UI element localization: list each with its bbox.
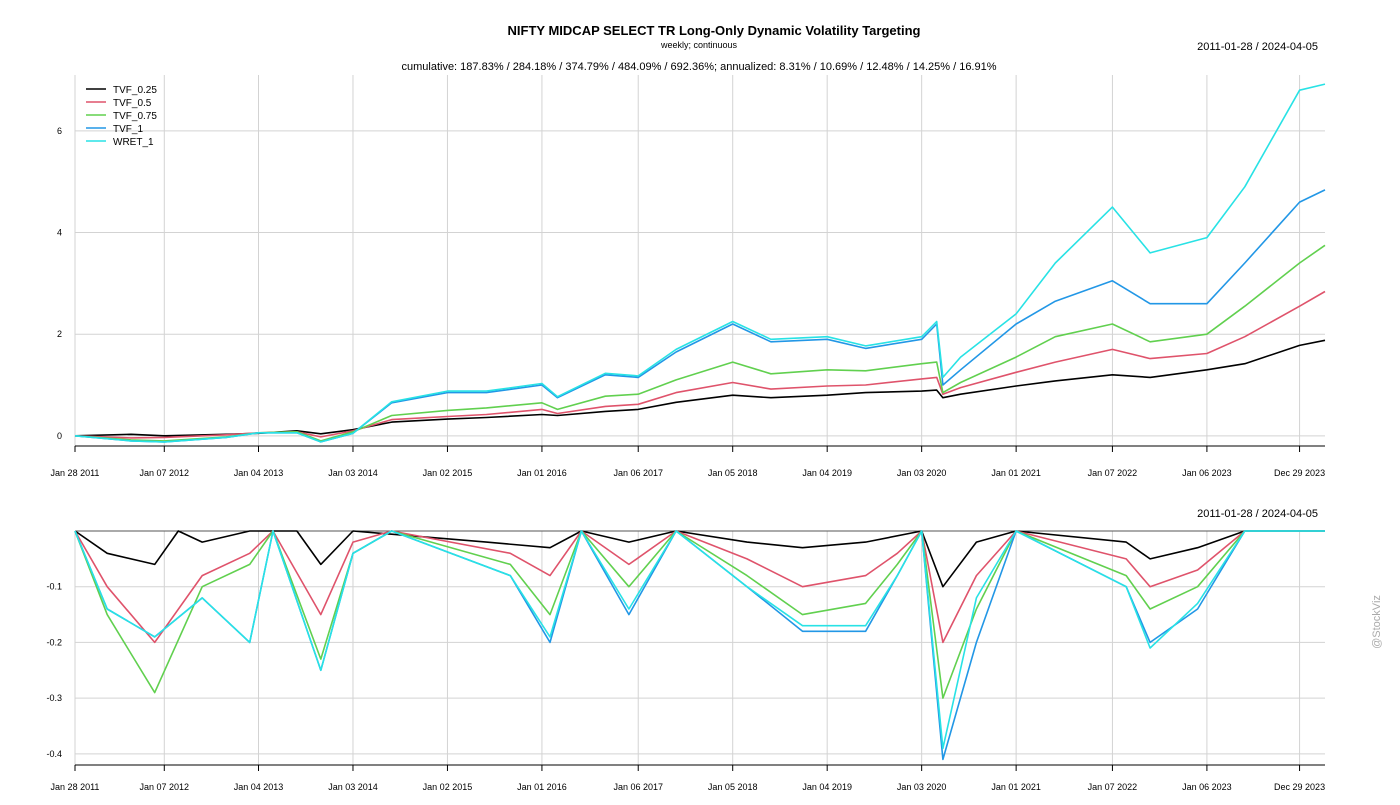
x-tick-label: Jan 06 2023: [1182, 782, 1232, 792]
series-line-WRET_1: [74, 83, 1326, 443]
stats-line: cumulative: 187.83% / 284.18% / 374.79% …: [401, 61, 996, 73]
x-tick-label: Jan 01 2016: [517, 468, 567, 478]
x-tick-label: Jan 04 2019: [802, 468, 852, 478]
x-tick-label: Jan 01 2016: [517, 782, 567, 792]
y-tick-label: -0.2: [46, 637, 62, 647]
legend-label: TVF_1: [113, 124, 143, 135]
x-tick-label: Jan 04 2013: [234, 782, 284, 792]
x-tick-label: Dec 29 2023: [1274, 782, 1325, 792]
panel-cumulative: Jan 28 2011 Jan 07 2012 Jan 04 2013 Jan 03 …: [51, 75, 1326, 478]
series-line-TVF_0.25: [74, 339, 1326, 437]
x-tick-label: Jan 06 2023: [1182, 468, 1232, 478]
x-tick-label: Jan 02 2015: [423, 468, 473, 478]
x-tick-label: Jan 02 2015: [423, 782, 473, 792]
y-tick-label: 4: [57, 228, 62, 238]
x-tick-label: Jan 07 2012: [140, 782, 190, 792]
x-tick-label: Jan 05 2018: [708, 468, 758, 478]
legend-label: TVF_0.75: [113, 111, 157, 122]
x-tick-label: Jan 04 2013: [234, 468, 284, 478]
x-tick-label: Jan 04 2019: [802, 782, 852, 792]
x-tick-label: Jan 28 2011: [51, 782, 100, 792]
series-line-WRET_1: [74, 530, 1325, 750]
x-tick-label: Jan 03 2014: [328, 782, 378, 792]
y-tick-label: 2: [57, 329, 62, 339]
series-line-TVF_0.5: [74, 290, 1326, 439]
y-tick-label: -0.3: [46, 693, 62, 703]
x-tick-label: Jan 01 2021: [991, 468, 1041, 478]
chart-title: NIFTY MIDCAP SELECT TR Long-Only Dynamic…: [508, 23, 921, 38]
series-line-TVF_1: [74, 530, 1325, 761]
y-tick-label: -0.1: [46, 582, 62, 592]
series-line-TVF_0.75: [74, 244, 1326, 442]
watermark: @StockViz: [1371, 595, 1383, 649]
x-tick-label: Jan 06 2017: [613, 782, 663, 792]
bottom-date-range: 2011-01-28 / 2024-04-05: [1197, 508, 1318, 520]
panel-drawdown: Jan 28 2011 Jan 07 2012 Jan 04 2013 Jan 03 …: [46, 530, 1325, 792]
y-tick-label: 0: [57, 431, 62, 441]
x-tick-label: Jan 03 2014: [328, 468, 378, 478]
x-tick-label: Jan 07 2022: [1088, 782, 1138, 792]
x-tick-label: Dec 29 2023: [1274, 468, 1325, 478]
x-tick-label: Jan 01 2021: [991, 782, 1041, 792]
legend-label: TVF_0.25: [113, 85, 157, 96]
x-tick-label: Jan 07 2022: [1088, 468, 1138, 478]
legend-label: TVF_0.5: [113, 98, 152, 109]
chart-subtitle: weekly; continuous: [660, 40, 738, 50]
legend-label: WRET_1: [113, 137, 154, 148]
y-tick-label: 6: [57, 126, 62, 136]
top-date-range: 2011-01-28 / 2024-04-05: [1197, 41, 1318, 53]
x-tick-label: Jan 07 2012: [140, 468, 190, 478]
x-tick-label: Jan 03 2020: [897, 468, 947, 478]
x-tick-label: Jan 05 2018: [708, 782, 758, 792]
series-line-TVF_0.25: [74, 530, 1325, 588]
x-tick-label: Jan 03 2020: [897, 782, 947, 792]
y-tick-label: -0.4: [46, 749, 62, 759]
legend: TVF_0.25 TVF_0.5 TVF_0.75 TVF_1 WRET_1: [86, 85, 157, 148]
x-tick-label: Jan 06 2017: [613, 468, 663, 478]
series-line-TVF_1: [74, 189, 1326, 443]
x-tick-label: Jan 28 2011: [51, 468, 100, 478]
